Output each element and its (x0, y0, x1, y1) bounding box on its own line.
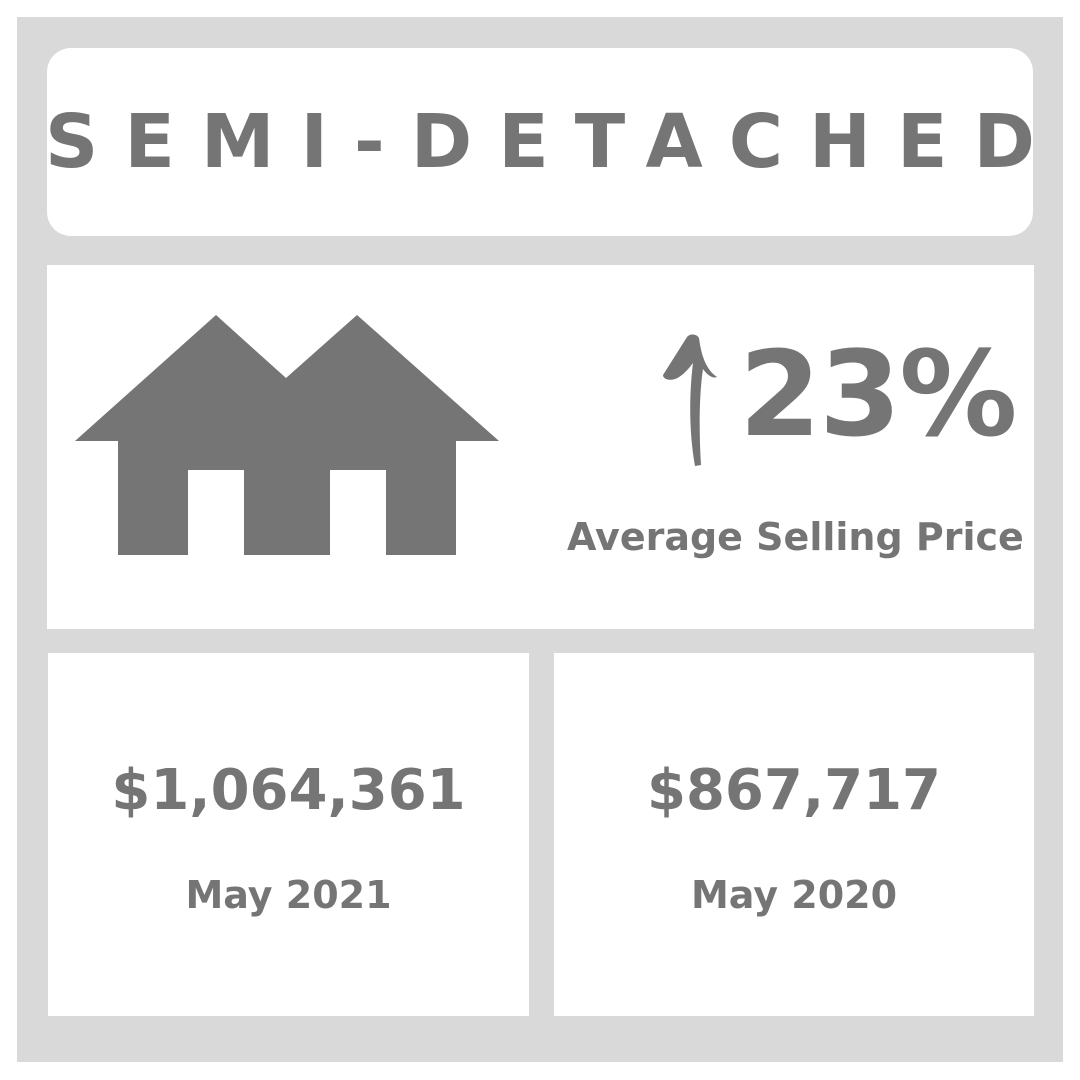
percent-change: 23% (739, 325, 1017, 463)
change-stat: 23% (607, 315, 1027, 485)
semi-detached-house-icon (75, 315, 499, 555)
stat-label: Average Selling Price (567, 515, 1024, 559)
price-card-current: $1,064,361 May 2021 (48, 653, 529, 1016)
up-arrow-icon (663, 334, 717, 466)
price-value: $1,064,361 (111, 758, 466, 823)
price-date: May 2021 (185, 873, 392, 917)
price-value: $867,717 (646, 758, 942, 823)
price-card-previous: $867,717 May 2020 (554, 653, 1034, 1016)
title-panel: SEMI-DETACHED (45, 48, 1035, 236)
stat-panel: 23% Average Selling Price (47, 265, 1034, 629)
page-title: SEMI-DETACHED (45, 99, 1061, 185)
price-date: May 2020 (690, 873, 898, 917)
